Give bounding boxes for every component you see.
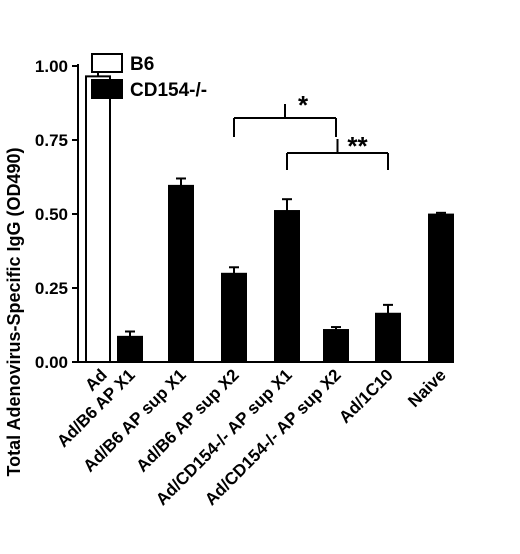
- significance-label: *: [298, 90, 309, 120]
- y-tick-label: 0.00: [35, 353, 68, 372]
- legend-label: B6: [130, 54, 154, 75]
- x-category-label: Naive: [404, 365, 450, 411]
- y-tick-label: 1.00: [35, 57, 68, 76]
- bar-cd154: [428, 346, 454, 363]
- bar-cd154: [274, 210, 300, 363]
- legend-swatch: [91, 53, 123, 73]
- bar-cd154: [428, 213, 454, 363]
- y-tick-label: 0.50: [35, 205, 68, 224]
- x-category-label: Ad/1C10: [335, 365, 397, 427]
- legend: B6 CD154-/-: [91, 53, 207, 101]
- legend-swatch: [91, 79, 123, 99]
- bar-cd154: [168, 184, 194, 363]
- significance-annotations: ***: [233, 90, 389, 170]
- y-tick-label: 0.75: [35, 131, 68, 150]
- bar-cd154: [323, 329, 349, 364]
- bar-b6-ad: [85, 75, 111, 364]
- y-tick-label: 0.25: [35, 279, 68, 298]
- axes: 0.00 0.25 0.50 0.75 1.00 Total Adenovirus-Spe…: [4, 57, 452, 477]
- bar-cd154: [221, 272, 247, 363]
- bars: [85, 69, 454, 364]
- significance-label: **: [347, 131, 368, 161]
- y-axis-title: Total Adenovirus-Specific IgG (OD490): [4, 147, 24, 476]
- bar-cd154: [117, 335, 143, 363]
- bar-cd154: [375, 312, 401, 364]
- legend-label: CD154-/-: [130, 80, 207, 101]
